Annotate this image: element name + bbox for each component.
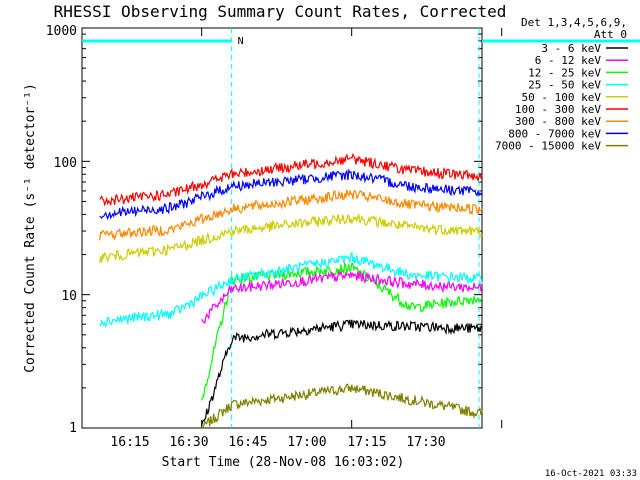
legend-label: 12 - 25 keV bbox=[528, 66, 601, 79]
legend-header-line-2: Att 0 bbox=[594, 28, 627, 41]
series-line bbox=[99, 251, 483, 328]
series-line bbox=[99, 189, 483, 241]
y-tick-label-1: 1 bbox=[69, 421, 77, 436]
x-axis-label: Start Time (28-Nov-08 16:03:02) bbox=[162, 455, 405, 470]
legend-label: 7000 - 15000 keV bbox=[495, 140, 601, 153]
series-line bbox=[99, 168, 483, 221]
legend-label: 3 - 6 keV bbox=[541, 42, 601, 55]
y-axis-label: Corrected Count Rate (s⁻¹ detector⁻¹) bbox=[23, 83, 38, 373]
legend-label: 300 - 800 keV bbox=[515, 115, 601, 128]
x-tick-label-1715: 17:15 bbox=[347, 435, 386, 450]
legend-header-line-1: Det 1,3,4,5,6,9, bbox=[521, 16, 627, 29]
y-tick-label-100: 100 bbox=[54, 156, 77, 171]
series-line bbox=[201, 269, 483, 325]
x-tick-label-1630: 16:30 bbox=[169, 435, 208, 450]
night-marker: N bbox=[238, 36, 244, 47]
x-tick-label-1615: 16:15 bbox=[110, 435, 149, 450]
plot-frame bbox=[81, 27, 483, 429]
series-line bbox=[99, 212, 483, 263]
y-tick-label-1000: 1000 bbox=[46, 24, 77, 39]
legend-label: 800 - 7000 keV bbox=[508, 127, 601, 140]
legend-label: 25 - 50 keV bbox=[528, 79, 601, 92]
y-tick-label-10: 10 bbox=[61, 289, 77, 304]
legend-label: 50 - 100 keV bbox=[522, 91, 602, 104]
legend-label: 6 - 12 keV bbox=[535, 54, 602, 67]
night-annotations: N bbox=[82, 28, 640, 428]
x-tick-label-1645: 16:45 bbox=[228, 435, 267, 450]
series-line bbox=[201, 319, 483, 426]
legend-label: 100 - 300 keV bbox=[515, 103, 601, 116]
x-axis: 16:15 16:30 16:45 17:00 17:15 17:30 bbox=[110, 28, 503, 450]
series-line bbox=[201, 383, 483, 430]
chart-title: RHESSI Observing Summary Count Rates, Co… bbox=[54, 2, 507, 21]
timestamp: 16-Oct-2021 03:33 bbox=[545, 469, 637, 479]
series-line bbox=[99, 153, 483, 207]
series-layer bbox=[99, 153, 483, 430]
x-tick-label-1700: 17:00 bbox=[287, 435, 326, 450]
x-tick-label-1730: 17:30 bbox=[406, 435, 445, 450]
